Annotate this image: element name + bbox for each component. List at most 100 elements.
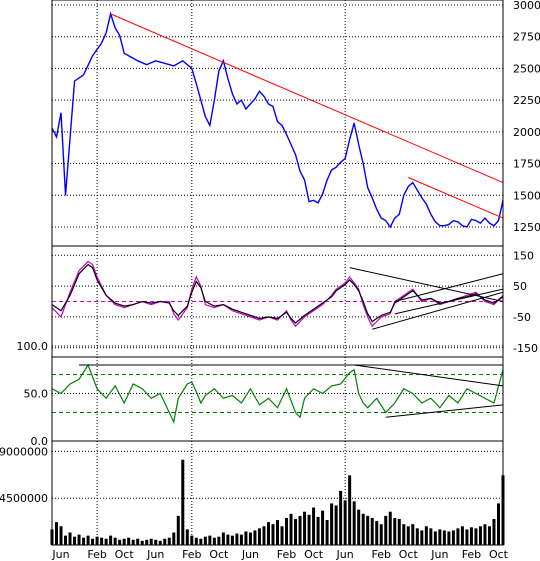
volume-bar <box>109 535 113 545</box>
price-ytick-label: 1250 <box>513 221 540 234</box>
volume-bar <box>312 507 316 545</box>
volume-bar <box>307 514 311 545</box>
volume-bar <box>271 524 275 545</box>
volume-bar <box>257 528 261 545</box>
volume-bar <box>456 528 460 545</box>
volume-bar <box>429 528 433 545</box>
volume-bar <box>262 526 266 545</box>
volume-bar <box>73 536 77 545</box>
axes <box>51 0 504 546</box>
price-ytick-label: 2500 <box>513 62 540 75</box>
gridlines <box>52 0 503 545</box>
volume-bar <box>397 519 401 545</box>
volume-bar <box>140 540 144 545</box>
volume-bar <box>411 524 415 545</box>
volume-bar <box>136 538 140 545</box>
volume-bar <box>122 538 126 545</box>
volume-bar <box>276 520 279 545</box>
volume-bar <box>393 517 397 545</box>
volume-bar <box>203 536 207 545</box>
x-tick-label: Feb <box>87 548 106 561</box>
x-tick-label: Feb <box>371 548 390 561</box>
x-tick-label: Feb <box>182 548 201 561</box>
oscillator-trendline-1 <box>372 291 504 330</box>
volume-bar <box>59 526 63 545</box>
price-ytick-label: 2250 <box>513 94 540 107</box>
x-tick-label: Jun <box>241 548 259 561</box>
volume-bar <box>176 515 180 545</box>
price-trendline-1 <box>408 177 504 219</box>
volume-bar <box>194 537 198 545</box>
volume-bar <box>492 519 496 545</box>
volume-bar <box>442 530 446 545</box>
x-tick-label: Oct <box>115 548 135 561</box>
volume-bar <box>316 516 320 545</box>
volume-bar <box>239 534 243 545</box>
volume-bar <box>100 537 104 545</box>
x-tick-label: Jun <box>336 548 354 561</box>
oscillator-ytick-label: -50 <box>513 311 531 324</box>
volume-bar <box>460 526 464 545</box>
volume-bar <box>496 503 500 545</box>
volume-bar <box>95 536 99 545</box>
oscillator-trendline-3 <box>394 273 504 302</box>
volume-bar <box>465 529 469 545</box>
oscillator-trendline-0 <box>349 267 504 302</box>
volume-bar <box>402 524 406 545</box>
volume-bar <box>438 529 442 545</box>
oscillator-line-1 <box>51 263 504 324</box>
volume-bar <box>424 526 428 545</box>
volume-bar <box>131 539 135 545</box>
volume-bar <box>104 538 108 545</box>
plot-series <box>50 11 505 545</box>
volume-bar <box>370 517 374 545</box>
volume-bar <box>289 513 293 545</box>
volume-bar <box>294 519 298 545</box>
volume-ytick-label: 4500000 <box>0 492 48 505</box>
volume-bar <box>248 532 252 545</box>
price-ytick-label: 1750 <box>513 158 540 171</box>
volume-bar <box>406 526 410 545</box>
volume-bar <box>64 535 68 545</box>
x-tick-label: Oct <box>489 548 509 561</box>
volume-bar <box>325 520 329 545</box>
volume-bar <box>77 534 81 545</box>
volume-bar <box>303 511 307 545</box>
volume-bar <box>280 526 284 545</box>
volume-bar <box>379 524 383 545</box>
volume-bar <box>158 540 162 545</box>
volume-bar <box>86 535 90 545</box>
volume-bar <box>221 532 225 545</box>
volume-bar <box>118 539 122 545</box>
volume-bar <box>339 490 343 545</box>
volume-bar <box>217 536 221 545</box>
volume-bar <box>420 530 424 545</box>
volume-bar <box>185 529 189 545</box>
price-ytick-label: 3000 <box>513 0 540 12</box>
volume-bar <box>235 533 239 545</box>
volume-bar <box>433 531 437 545</box>
x-tick-label: Jun <box>146 548 164 561</box>
volume-bar <box>451 530 455 545</box>
volume-bar <box>190 535 194 545</box>
x-tick-label: Oct <box>209 548 229 561</box>
volume-bar <box>266 522 270 545</box>
price-ytick-label: 2000 <box>513 126 540 139</box>
volume-bar <box>447 531 451 545</box>
volume-bar <box>149 538 153 545</box>
volume-ytick-label: 9000000 <box>0 445 48 458</box>
volume-bar <box>334 505 338 545</box>
volume-bar <box>91 538 95 545</box>
x-tick-label: Jun <box>51 548 69 561</box>
volume-bar <box>154 539 158 545</box>
volume-bar <box>226 534 230 545</box>
volume-bar <box>375 521 379 545</box>
volume-bar <box>253 530 257 545</box>
volume-bar <box>172 532 176 545</box>
oscillator-ytick-label: 50 <box>513 280 527 293</box>
volume-bar <box>163 538 167 545</box>
volume-bar <box>113 537 117 545</box>
oscillator-ytick-label: -150 <box>513 342 538 355</box>
volume-bar <box>415 528 419 545</box>
